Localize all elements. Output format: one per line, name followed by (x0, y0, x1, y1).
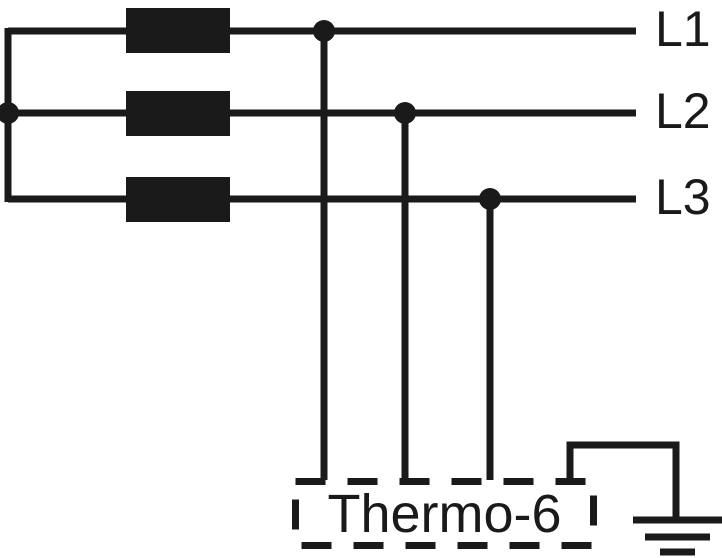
thermo-box-outline (292, 478, 597, 549)
junction-l3-tap (479, 188, 501, 210)
drop-wires (320, 31, 494, 480)
earth-ground-icon (566, 441, 722, 556)
thermo-box-dashed-border (292, 478, 597, 549)
heater-element-l3 (126, 177, 230, 222)
phase-label-l2: L2 (655, 83, 711, 139)
junction-dots (0, 20, 501, 210)
heater-element-l2 (126, 91, 230, 136)
junction-l1-tap (313, 20, 335, 42)
heater-element-l1 (126, 8, 230, 53)
phase-label-l1: L1 (655, 1, 711, 57)
phase-label-l3: L3 (655, 169, 711, 225)
heater-elements (126, 8, 230, 222)
junction-bus-l2 (0, 102, 19, 124)
earth-ground-wire (566, 441, 680, 520)
junction-l2-tap (394, 102, 416, 124)
thermo-device-label: Thermo-6 (327, 483, 562, 544)
